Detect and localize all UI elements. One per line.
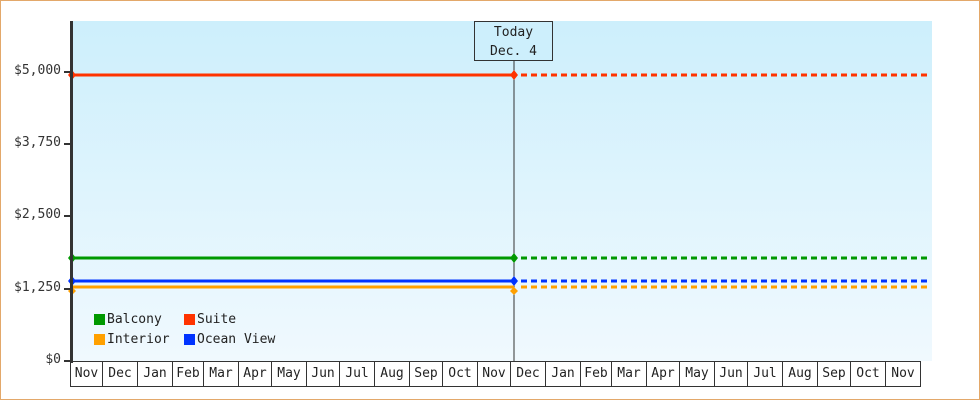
legend-label: Suite [197,312,237,327]
legend-label: Ocean View [197,332,276,347]
legend-item-interior: Interior [94,332,170,347]
month-label: Jan [546,362,581,386]
legend-label: Balcony [107,312,162,327]
month-label: Apr [239,362,272,386]
x-axis: Nov Dec Jan Feb Mar Apr May Jun Jul Aug … [70,361,921,387]
month-label: Oct [851,362,886,386]
month-label: Apr [647,362,680,386]
month-label: Nov [886,362,921,386]
y-label: $5,000 [14,63,61,78]
month-label: Jul [748,362,783,386]
interior-swatch-icon [94,334,105,345]
month-label: Nov [70,362,103,386]
today-label: Today [493,25,534,40]
month-label: May [680,362,715,386]
month-label: Jul [340,362,375,386]
suite-swatch-icon [184,314,195,325]
plot-area [72,21,932,361]
month-label: Oct [443,362,478,386]
y-label: $1,250 [14,280,61,295]
month-label: Aug [783,362,818,386]
legend-item-ocean-view: Ocean View [184,332,275,347]
month-label: Jun [715,362,748,386]
y-label: $0 [45,352,61,367]
y-axis [70,21,73,363]
balcony-swatch-icon [94,314,105,325]
month-label: Jan [138,362,173,386]
month-label: Dec [511,362,546,386]
y-tick [64,143,71,145]
month-label: Aug [375,362,410,386]
month-label: Sep [410,362,443,386]
month-label: Mar [204,362,239,386]
y-tick [64,71,71,73]
today-date: Dec. 4 [490,44,537,59]
legend-item-balcony: Balcony [94,312,162,327]
today-annotation: Today Dec. 4 [474,21,553,61]
legend-label: Interior [107,332,170,347]
y-tick [64,288,71,290]
month-label: Mar [612,362,647,386]
legend-item-suite: Suite [184,312,236,327]
data-markers [68,70,518,295]
month-label: Feb [581,362,612,386]
y-tick [64,360,71,362]
month-label: Sep [818,362,851,386]
month-label: May [272,362,307,386]
month-label: Feb [173,362,204,386]
month-label: Nov [478,362,511,386]
month-label: Jun [307,362,340,386]
y-label: $2,500 [14,207,61,222]
oceanview-swatch-icon [184,334,195,345]
y-tick [64,215,71,217]
y-label: $3,750 [14,135,61,150]
month-label: Dec [103,362,138,386]
